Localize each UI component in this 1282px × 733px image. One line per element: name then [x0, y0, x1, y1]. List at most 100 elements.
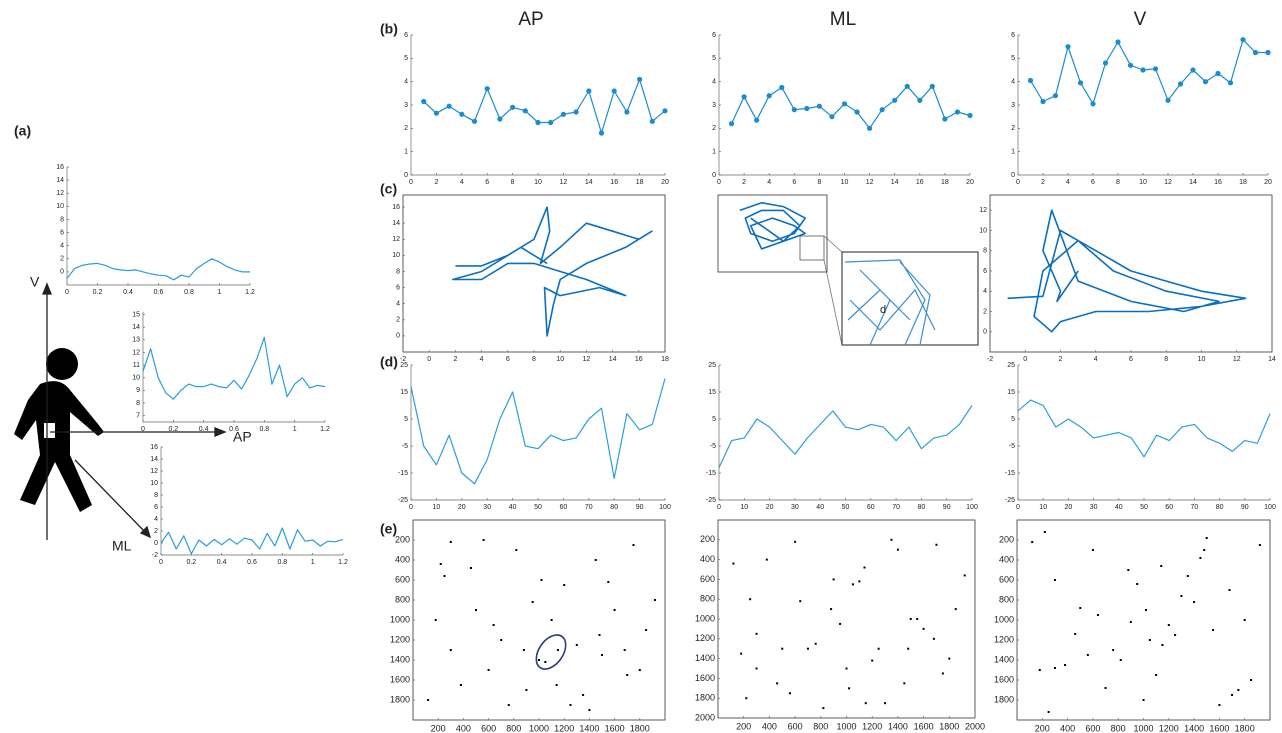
y-tick-label: 0 [983, 329, 987, 336]
recurrence-point [922, 627, 925, 630]
x-tick-label: 0 [409, 179, 413, 186]
recurrence-point [1243, 619, 1246, 621]
recurrence-point [794, 540, 797, 543]
x-tick-label: 0 [159, 559, 163, 566]
data-point [611, 88, 617, 94]
recurrence-point [1079, 607, 1082, 609]
data-point [841, 101, 848, 107]
data-point [829, 114, 835, 120]
panel-label: (b) [380, 21, 398, 37]
recurrence-point [1136, 583, 1139, 585]
data-line [66, 258, 250, 281]
recurrence-point [776, 682, 779, 685]
y-tick-label: 1800 [994, 694, 1014, 704]
y-tick-label: -15 [1005, 470, 1015, 477]
recurrence-point [1031, 541, 1034, 543]
y-tick-label: 10 [979, 227, 987, 234]
data-line [160, 527, 344, 555]
data-point [548, 119, 554, 126]
recurrence-point [788, 692, 791, 695]
data-line [142, 336, 326, 400]
y-tick-label: -25 [706, 497, 716, 504]
y-tick-label: 2 [404, 125, 408, 132]
y-tick-label: 9 [136, 387, 140, 394]
y-tick-label: -5 [710, 443, 716, 450]
data-point [904, 83, 910, 89]
recurrence-point [582, 694, 585, 696]
x-tick-label: 0 [427, 356, 431, 363]
y-tick-label: 16 [56, 164, 64, 171]
x-tick-label: 8 [511, 179, 515, 186]
y-tick-label: 6 [60, 229, 64, 236]
x-tick-label: 100 [966, 504, 978, 511]
x-tick-label: 0.2 [186, 559, 196, 566]
x-tick-label: 60 [867, 504, 875, 511]
y-tick-label: 0 [154, 540, 158, 547]
y-tick-label: 25 [708, 362, 716, 369]
x-tick-label: 1.2 [338, 559, 348, 566]
x-tick-label: 16 [916, 179, 924, 186]
x-tick-label: 1 [218, 289, 222, 296]
y-tick-label: 15 [708, 389, 716, 396]
x-tick-label: 10 [740, 504, 748, 511]
y-tick-label: -2 [152, 552, 158, 559]
data-point [573, 109, 579, 115]
recurrence-point [469, 567, 472, 569]
y-tick-label: 4 [60, 243, 64, 250]
x-tick-label: 0 [717, 504, 721, 511]
x-tick-label: 18 [661, 356, 669, 363]
data-point [779, 84, 785, 91]
y-tick-label: 2 [396, 317, 400, 324]
x-tick-label: 12 [866, 179, 874, 186]
x-tick-label: 0 [1016, 504, 1020, 511]
recurrence-point [851, 583, 854, 586]
data-point [1165, 97, 1171, 103]
x-tick-label: 2 [742, 179, 746, 186]
y-tick-label: -5 [402, 443, 408, 450]
y-tick-label: 800 [999, 594, 1014, 604]
x-tick-label: 1200 [554, 723, 574, 733]
data-point [421, 98, 427, 105]
x-tick-label: 4 [1066, 179, 1070, 186]
data-point [1252, 49, 1259, 56]
data-point [917, 97, 923, 103]
y-tick-label: 14 [132, 324, 140, 331]
data-point [1102, 60, 1109, 66]
recurrence-point [755, 632, 758, 635]
y-tick-label: 10 [56, 203, 64, 210]
y-tick-label: 2 [1011, 125, 1015, 132]
data-point [804, 105, 810, 112]
recurrence-point [1053, 667, 1056, 669]
recurrence-point [1167, 624, 1170, 626]
x-tick-label: 70 [1191, 504, 1199, 511]
x-tick-label: 16 [1214, 179, 1222, 186]
x-tick-label: 1200 [862, 721, 882, 731]
recurrence-point [1038, 669, 1041, 671]
x-tick-label: 6 [792, 179, 796, 186]
recurrence-point [623, 649, 626, 651]
x-tick-label: -2 [400, 356, 406, 363]
y-tick-label: 0 [60, 269, 64, 276]
y-tick-label: 0 [396, 333, 400, 340]
recurrence-point [1096, 614, 1099, 616]
x-tick-label: 0.2 [168, 426, 178, 433]
x-tick-label: 8 [532, 356, 536, 363]
recurrence-point [749, 598, 752, 601]
x-tick-label: 400 [456, 723, 471, 733]
recurrence-point [832, 578, 835, 581]
data-point [535, 119, 541, 126]
y-tick-label: -15 [706, 470, 716, 477]
data-point [879, 107, 885, 113]
y-tick-label: 15 [400, 389, 408, 396]
x-tick-label: 12 [560, 179, 568, 186]
y-tick-label: 1 [712, 149, 716, 156]
x-tick-label: 600 [481, 723, 496, 733]
y-tick-label: 2 [154, 528, 158, 535]
panel-label: (c) [380, 181, 397, 197]
x-tick-label: 100 [1264, 504, 1276, 511]
y-tick-label: 1800 [695, 693, 715, 703]
recurrence-point [896, 548, 899, 551]
recurrence-point [449, 541, 452, 543]
data-point [1202, 79, 1209, 85]
recurrence-point [814, 642, 817, 645]
